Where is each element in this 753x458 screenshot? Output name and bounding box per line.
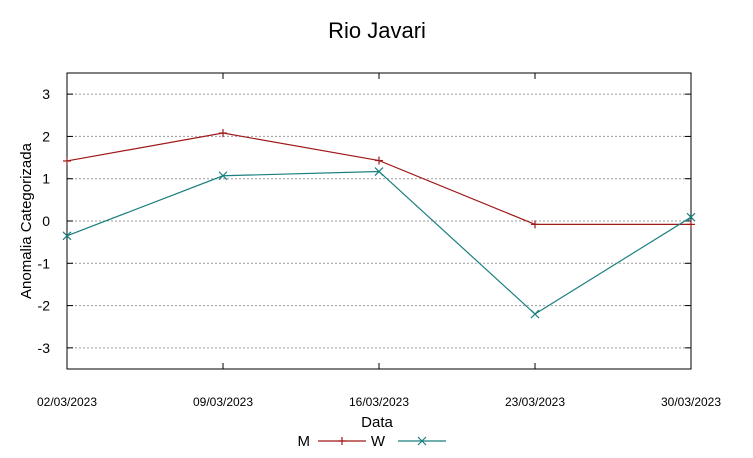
- y-tick-label: -1: [38, 255, 51, 271]
- x-tick-label: 02/03/2023: [37, 395, 97, 409]
- x-axis-label: Data: [361, 414, 393, 431]
- data-point-w: [62, 231, 72, 241]
- data-point-m: [687, 220, 695, 229]
- y-tick-label: 2: [42, 128, 50, 144]
- x-tick-label: 09/03/2023: [193, 395, 253, 409]
- y-tick-label: 1: [42, 171, 50, 187]
- legend-marker-w: [417, 436, 427, 446]
- legend-marker-point: [417, 436, 427, 446]
- legend-marker-point: [338, 437, 346, 445]
- data-point-w: [686, 212, 696, 222]
- grid-lines: [67, 93, 691, 349]
- x-axis: 02/03/2023 09/03/2023 16/03/2023 23/03/2023…: [37, 73, 721, 409]
- x-tick-label: 16/03/2023: [349, 395, 409, 409]
- series-group: [62, 129, 696, 319]
- legend: M W: [298, 433, 446, 450]
- y-tick-label: -3: [38, 340, 51, 356]
- y-axis: 3 2 1 0 -1 -2 -3: [38, 86, 691, 356]
- data-point-w: [218, 171, 228, 181]
- data-point-m: [531, 220, 539, 229]
- data-point-m: [219, 129, 227, 138]
- x-tick-label: 23/03/2023: [505, 395, 565, 409]
- chart-title: Rio Javari: [328, 18, 426, 43]
- x-tick-label: 30/03/2023: [661, 395, 721, 409]
- y-tick-label: 3: [42, 86, 50, 102]
- legend-label-m: M: [298, 433, 311, 450]
- data-point-m: [375, 156, 383, 165]
- data-point-m: [63, 156, 71, 165]
- data-point-w: [374, 167, 384, 176]
- y-axis-label: Anomalia Categorizada: [18, 142, 35, 299]
- series-line-w: [66, 170, 692, 315]
- legend-marker-m: [338, 437, 346, 445]
- legend-label-w: W: [371, 433, 386, 450]
- data-point-w: [530, 309, 540, 319]
- y-tick-label: 0: [42, 213, 50, 229]
- y-tick-label: -2: [38, 298, 51, 314]
